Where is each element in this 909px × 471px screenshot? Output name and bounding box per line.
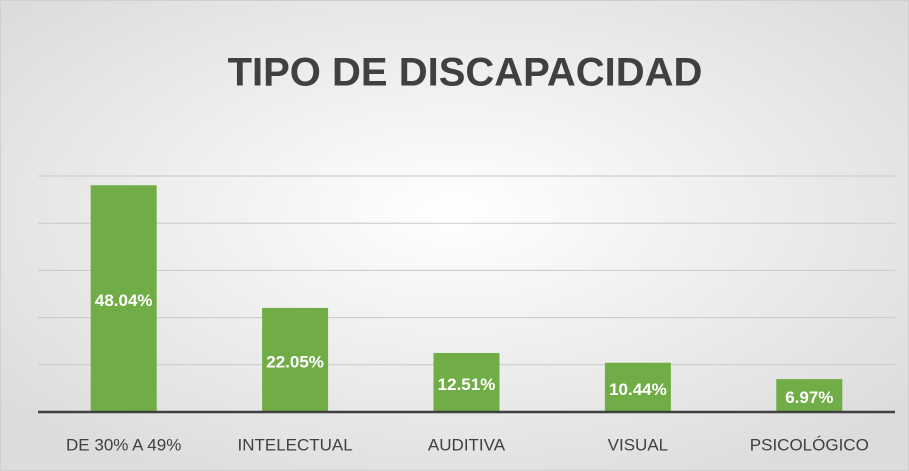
chart-title: TIPO DE DISCAPACIDAD [228, 51, 703, 95]
x-tick-label: DE 30% A 49% [66, 435, 181, 454]
value-label: 22.05% [266, 352, 324, 371]
bar [776, 379, 843, 412]
value-label: 48.04% [95, 291, 153, 310]
value-label: 12.51% [438, 375, 496, 394]
bar [433, 352, 500, 412]
x-tick-label: PSICOLÓGICO [750, 435, 869, 454]
x-tick-label: AUDITIVA [428, 435, 506, 454]
x-tick-label: VISUAL [608, 435, 668, 454]
bar [90, 185, 157, 412]
x-tick-label: INTELECTUAL [237, 435, 352, 454]
value-label: 10.44% [609, 380, 667, 399]
bar [604, 362, 671, 412]
value-label: 6.97% [785, 388, 833, 407]
bar [262, 307, 329, 412]
